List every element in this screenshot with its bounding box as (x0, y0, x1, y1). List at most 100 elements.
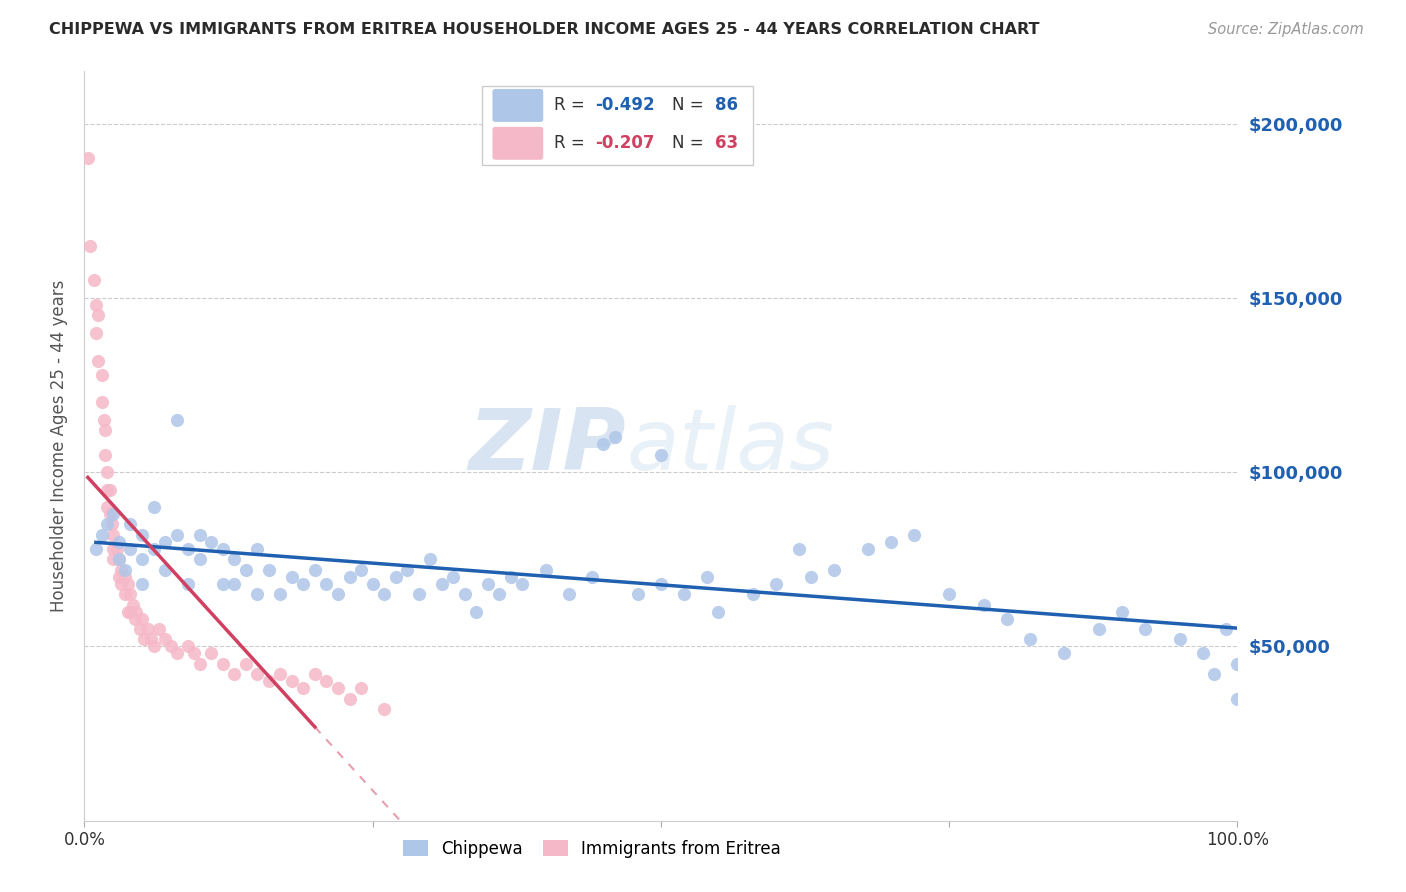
Point (188, 657, 211, 671)
Point (87, 353, 110, 368)
Text: 86: 86 (716, 96, 738, 114)
Point (84, 541, 107, 556)
Point (315, 576, 337, 591)
Point (350, 681, 373, 696)
FancyBboxPatch shape (492, 127, 543, 160)
Point (292, 681, 315, 696)
Point (183, 646, 205, 660)
Point (96, 483, 118, 497)
Point (141, 632, 163, 647)
Point (131, 552, 153, 566)
Point (120, 587, 142, 601)
Point (98, 507, 121, 521)
Point (114, 587, 136, 601)
Point (103, 528, 124, 542)
Point (224, 552, 246, 566)
Point (98, 483, 121, 497)
Point (419, 552, 441, 566)
Legend: Chippewa, Immigrants from Eritrea: Chippewa, Immigrants from Eritrea (396, 833, 787, 864)
Point (177, 576, 200, 591)
Point (79, 238, 101, 252)
Point (103, 507, 124, 521)
Text: R =: R = (554, 96, 585, 114)
Point (396, 563, 419, 577)
Point (211, 541, 233, 556)
Point (1226, 691, 1249, 706)
Point (153, 632, 176, 647)
Point (765, 576, 787, 591)
Text: R =: R = (554, 135, 585, 153)
Point (224, 576, 246, 591)
Point (1111, 605, 1133, 619)
Point (1191, 646, 1213, 660)
Point (200, 534, 222, 549)
Point (90, 395, 112, 409)
Point (84, 326, 107, 340)
Point (326, 681, 349, 696)
Point (87, 308, 110, 322)
Point (557, 587, 579, 601)
Point (108, 570, 131, 584)
Text: -0.207: -0.207 (595, 135, 655, 153)
Point (787, 541, 810, 556)
Point (142, 640, 165, 654)
Point (90, 528, 112, 542)
Point (177, 640, 200, 654)
Point (1088, 622, 1111, 636)
Point (96, 517, 118, 532)
Point (257, 563, 280, 577)
Point (96, 500, 118, 514)
Point (441, 570, 464, 584)
Point (269, 667, 291, 681)
Point (499, 570, 522, 584)
Point (1133, 622, 1156, 636)
Point (108, 552, 131, 566)
Point (90, 368, 112, 382)
Point (1018, 632, 1040, 647)
Point (166, 528, 188, 542)
Point (131, 576, 153, 591)
Point (211, 657, 233, 671)
Point (160, 640, 183, 654)
Y-axis label: Householder Income Ages 25 - 44 years: Householder Income Ages 25 - 44 years (49, 280, 67, 612)
Point (858, 541, 880, 556)
Point (188, 552, 211, 566)
Point (84, 298, 107, 312)
Point (800, 570, 823, 584)
Point (124, 611, 146, 625)
Point (315, 674, 337, 689)
Point (177, 541, 200, 556)
Point (131, 611, 153, 625)
Point (235, 657, 257, 671)
Point (131, 528, 153, 542)
Point (93, 413, 115, 427)
Point (477, 576, 499, 591)
Point (650, 576, 672, 591)
Point (603, 430, 626, 444)
FancyBboxPatch shape (492, 89, 543, 122)
Point (121, 598, 143, 612)
Point (128, 622, 150, 636)
Text: N =: N = (672, 96, 704, 114)
Point (339, 570, 361, 584)
Point (257, 674, 280, 689)
Point (1168, 632, 1191, 647)
Point (326, 587, 349, 601)
Point (142, 500, 165, 514)
Point (339, 691, 361, 706)
Point (350, 563, 373, 577)
Point (224, 667, 246, 681)
Text: N =: N = (672, 135, 704, 153)
Point (83, 273, 105, 287)
Point (995, 611, 1018, 625)
Point (246, 541, 269, 556)
Point (373, 702, 395, 716)
Point (742, 587, 765, 601)
Point (361, 576, 384, 591)
Point (1204, 667, 1226, 681)
Point (627, 587, 650, 601)
Point (581, 570, 603, 584)
Point (373, 587, 395, 601)
Point (94, 423, 117, 437)
Point (650, 448, 672, 462)
